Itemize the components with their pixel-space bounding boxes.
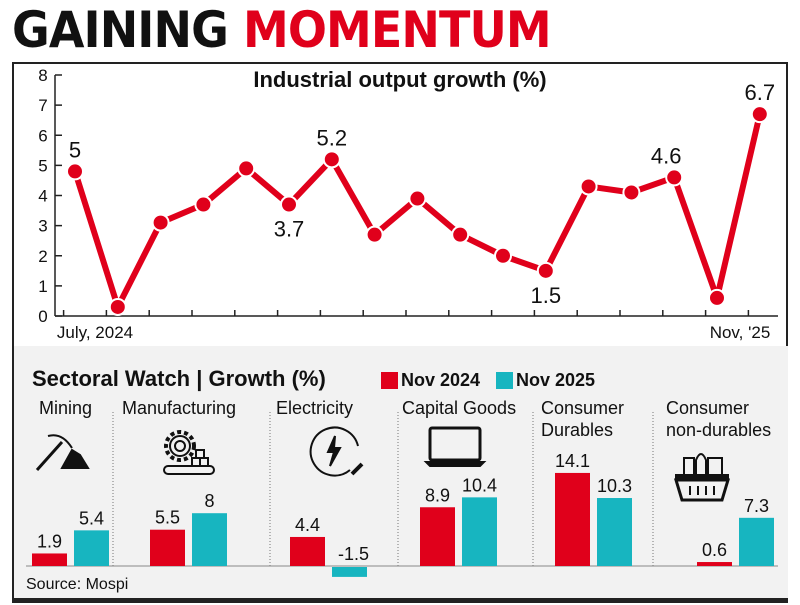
bar-value-label: 8 (204, 491, 214, 511)
x-tick-label: July, 2024 (57, 323, 133, 342)
bar-value-label: 10.3 (597, 476, 632, 496)
bar-nov-2025 (74, 530, 109, 566)
label-line: Consumer (541, 398, 625, 418)
y-tick-label: 4 (38, 187, 47, 206)
bar-nov-2025 (462, 497, 497, 566)
data-label: 6.7 (745, 80, 776, 105)
sectoral-panel (12, 346, 788, 600)
bar-nov-2025 (192, 513, 227, 566)
label-line: Durables (541, 420, 614, 440)
data-point (579, 177, 598, 196)
line-chart-title: Industrial output growth (%) (253, 67, 546, 92)
headline-part2: MOMENTUM (243, 1, 552, 59)
data-point (708, 288, 726, 307)
y-tick-label: 5 (38, 156, 47, 175)
y-tick-label: 7 (38, 96, 47, 115)
bar-value-label: 10.4 (462, 475, 497, 495)
bar-nov-2025 (332, 567, 367, 577)
data-point (494, 246, 512, 265)
bar-nov-2024 (697, 562, 732, 566)
bar-nov-2024 (420, 507, 455, 566)
data-point (408, 189, 427, 208)
headline: GAINING MOMENTUM (12, 0, 552, 60)
sector-electricity-label: Electricity (276, 398, 354, 418)
data-point (536, 261, 555, 280)
data-label: 3.7 (274, 217, 305, 242)
sector-mining-label: Mining (39, 398, 93, 418)
data-label: 5.2 (317, 125, 348, 150)
bar-value-label: 5.4 (79, 508, 104, 528)
data-label: 1.5 (531, 283, 562, 308)
bottom-rule (12, 598, 788, 603)
bar-value-label: 7.3 (744, 496, 769, 516)
bar-value-label: 8.9 (425, 485, 450, 505)
legend-nov-2025: Nov 2025 (496, 370, 595, 391)
data-point (280, 195, 298, 214)
sector-consumer-nondurables-label: Consumer non-durables (666, 397, 771, 441)
data-point (194, 195, 213, 214)
bar-nov-2025 (739, 517, 774, 566)
data-label: 4.6 (651, 143, 682, 168)
y-tick-label: 2 (38, 247, 47, 266)
data-point (237, 159, 256, 178)
bar-nov-2024 (32, 553, 67, 566)
data-point (151, 213, 170, 232)
y-tick-label: 0 (38, 307, 47, 326)
sectoral-title: Sectoral Watch | Growth (%) (32, 366, 326, 391)
data-point (108, 297, 127, 316)
label-line: Consumer (666, 398, 750, 418)
data-point (750, 105, 769, 124)
data-point (665, 168, 684, 187)
legend-label: Nov 2024 (401, 370, 481, 390)
legend-swatch-red (381, 372, 398, 389)
source-note: Source: Mospi (26, 576, 129, 593)
line-chart-panel (12, 62, 788, 346)
data-point (622, 183, 641, 202)
bar-value-label: 0.6 (702, 540, 727, 560)
data-label: 5 (69, 137, 81, 162)
lightning-plug-icon (309, 426, 364, 477)
data-point (66, 162, 84, 181)
x-tick-label: Nov, '25 (710, 323, 771, 342)
legend-nov-2024: Nov 2024 (381, 370, 480, 391)
y-tick-label: 1 (38, 277, 47, 296)
bar-nov-2024 (555, 472, 590, 566)
sector-capital-goods-label: Capital Goods (402, 398, 517, 418)
legend-label: Nov 2025 (516, 370, 596, 390)
bar-value-label: 4.4 (295, 515, 320, 535)
grocery-basket-icon (673, 453, 731, 502)
pickaxe-mine-icon (35, 434, 90, 471)
bar-value-label: 1.9 (37, 531, 62, 551)
bar-nov-2025 (597, 498, 632, 566)
bar-nov-2024 (290, 536, 325, 566)
gear-conveyor-icon (163, 430, 215, 475)
label-line: non-durables (666, 420, 772, 440)
data-point (322, 150, 341, 169)
bar-value-label: -1.5 (338, 544, 369, 564)
y-tick-label: 8 (38, 66, 47, 85)
data-point (451, 225, 470, 244)
laptop-icon (423, 426, 487, 467)
data-point (365, 225, 384, 244)
headline-part1: GAINING (12, 1, 229, 59)
bar-value-label: 5.5 (155, 508, 180, 528)
legend-swatch-teal (496, 372, 513, 389)
y-tick-label: 3 (38, 217, 47, 236)
bar-value-label: 14.1 (555, 451, 590, 471)
sector-consumer-durables-label: Consumer Durables (541, 397, 624, 441)
sector-manufacturing-label: Manufacturing (122, 398, 237, 418)
y-tick-label: 6 (38, 126, 47, 145)
bar-nov-2024 (150, 529, 185, 566)
